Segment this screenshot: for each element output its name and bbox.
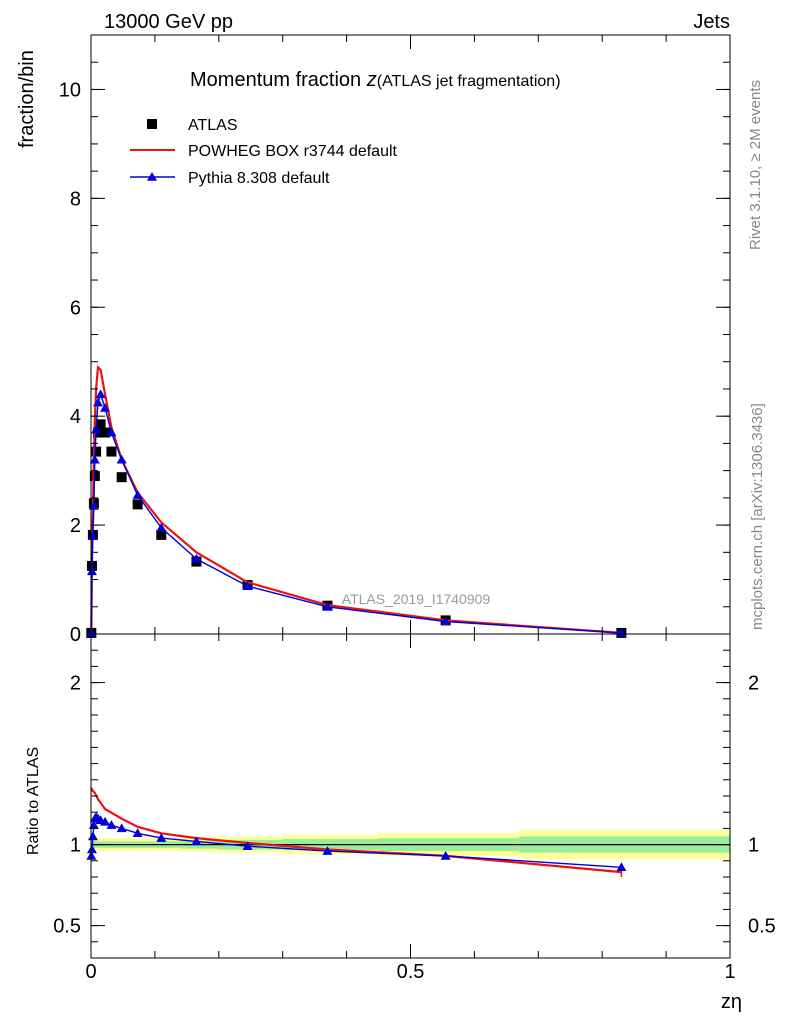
ratio-ytick-label-right: 1 (748, 835, 759, 857)
pythia-marker (93, 397, 104, 407)
main-line-2 (90, 392, 622, 634)
pythia-marker (95, 389, 106, 399)
pythia-marker (191, 553, 202, 563)
main-ytick-label: 2 (70, 515, 81, 537)
pythia-marker (106, 427, 117, 437)
ratio-ylabel: Ratio to ATLAS (25, 747, 42, 855)
main-panel: Momentum fraction z(ATLAS jet fragmentat… (16, 34, 731, 646)
ratio-panel: Ratio to ATLAS zη 0.5 0.5 1 1 2 2 0 0.5 1 (25, 633, 776, 1013)
pythia-marker (91, 424, 102, 434)
legend-label: Pythia 8.308 default (188, 170, 330, 187)
ratio-pythia-marker (132, 828, 143, 838)
watermark: ATLAS_2019_I1740909 (342, 591, 491, 607)
ratio-pythia-marker (322, 846, 333, 855)
ratio-pythia-marker (100, 816, 111, 826)
legend-pythia-marker (147, 172, 157, 181)
rivet-label: Rivet 3.1.10, ≥ 2M events (747, 80, 764, 250)
ratio-ytick-label: 1 (70, 835, 81, 857)
ratio-ytick-label-right: 0.5 (748, 916, 776, 938)
pythia-marker (156, 522, 167, 532)
atlas-marker (156, 529, 167, 540)
ratio-pythia-marker (156, 833, 167, 842)
title-main: Momentum fraction (190, 69, 367, 91)
ratio-frame (90, 633, 731, 959)
main-ytick-label: 8 (70, 188, 81, 210)
main-axes: 0 2 4 6 8 10 (59, 34, 731, 646)
ratio-axes: 0.5 0.5 1 1 2 2 0 0.5 1 (53, 633, 776, 983)
main-series (86, 364, 627, 638)
pythia-marker (116, 454, 127, 464)
atlas-marker (116, 472, 127, 483)
pythia-marker (89, 454, 100, 464)
main-ytick-label: 0 (70, 624, 81, 646)
pythia-marker (242, 581, 253, 590)
atlas-marker (91, 446, 102, 457)
pythia-marker (100, 403, 111, 412)
atlas-marker (95, 419, 106, 430)
ratio-xtick-label: 1 (724, 961, 735, 983)
ratio-xtick-label: 0 (85, 961, 96, 983)
ratio-ytick-label: 2 (70, 673, 81, 695)
ratio-bands (91, 830, 730, 860)
pythia-marker (322, 601, 333, 611)
main-ytick-label: 4 (70, 406, 81, 428)
ratio-pythia-marker (616, 862, 627, 872)
title-variable: z (366, 69, 377, 91)
legend-atlas-marker (147, 119, 157, 129)
pythia-marker (440, 616, 451, 626)
energy-label: 13000 GeV pp (104, 11, 233, 33)
main-ytick-label: 6 (70, 297, 81, 319)
ratio-pythia-marker (191, 836, 202, 846)
ratio-xlabel: zη (721, 991, 742, 1013)
main-ytick-label: 10 (59, 79, 81, 101)
atlas-marker (132, 499, 143, 510)
ratio-ytick-label: 0.5 (53, 916, 81, 938)
main-ylabel: fraction/bin (16, 50, 38, 148)
legend: ATLAS POWHEG BOX r3744 default Pythia 8.30… (130, 117, 398, 187)
ratio-ytick-label-right: 2 (748, 673, 759, 695)
title-subtitle: (ATLAS jet fragmentation) (377, 73, 561, 90)
atlas-marker (106, 446, 117, 457)
ratio-pythia-marker (86, 844, 97, 854)
atlas-marker (100, 427, 111, 438)
legend-label: POWHEG BOX r3744 default (188, 143, 398, 160)
mcplots-label: mcplots.cern.ch [arXiv:1306.3436] (749, 403, 766, 630)
pythia-marker (87, 530, 98, 540)
ratio-xtick-label: 0.5 (397, 961, 425, 983)
ratio-pythia-marker (87, 831, 98, 841)
legend-label: ATLAS (188, 117, 238, 134)
ratio-pythia-marker (116, 823, 127, 833)
ratio-pythia-marker (106, 820, 117, 829)
ratio-line-0 (90, 787, 622, 874)
ratio-pythia-marker (242, 841, 253, 850)
pythia-marker (86, 566, 97, 576)
main-title: Momentum fraction z(ATLAS jet fragmentat… (190, 69, 561, 91)
category-label: Jets (693, 11, 730, 33)
pythia-marker (132, 490, 143, 499)
ratio-pythia-marker (440, 850, 451, 860)
